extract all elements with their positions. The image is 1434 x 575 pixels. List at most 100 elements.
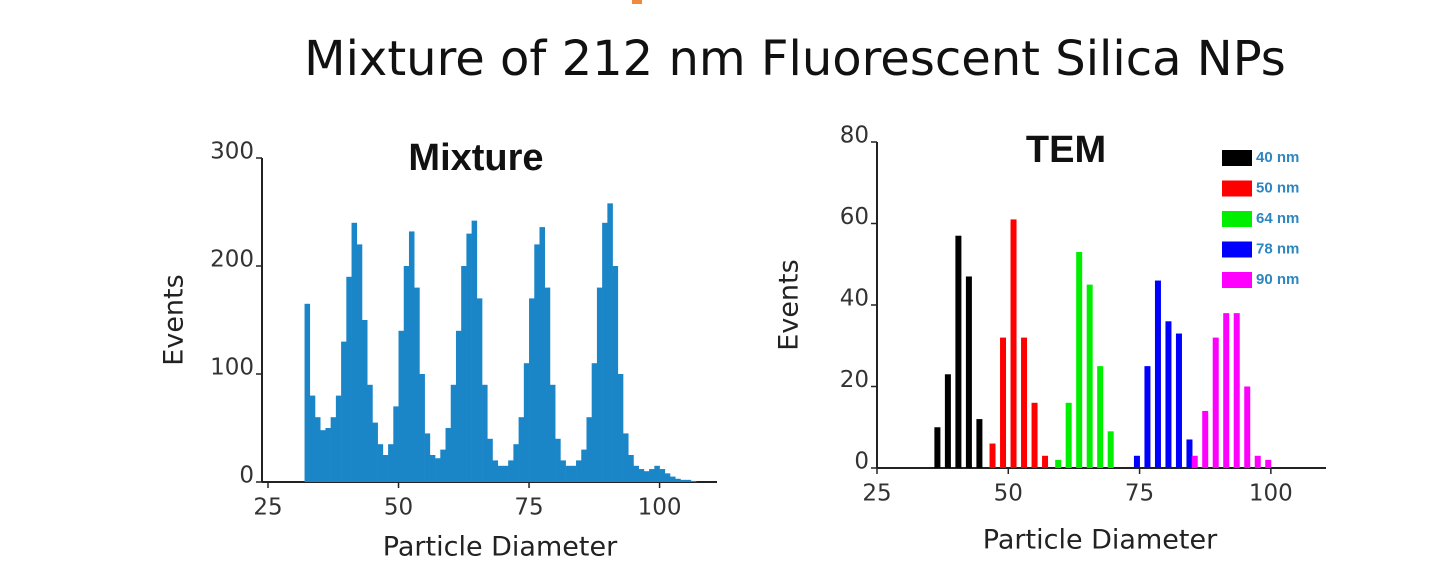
- histogram-bar: [549, 384, 556, 482]
- bar: [1055, 459, 1062, 468]
- bar: [934, 427, 941, 468]
- bar: [1097, 366, 1104, 468]
- histogram-bar: [325, 428, 331, 482]
- histogram-bar: [675, 478, 681, 482]
- histogram-bar: [680, 479, 686, 482]
- histogram-bar: [628, 455, 634, 482]
- histogram-bar: [518, 417, 525, 482]
- histogram-bar: [555, 438, 561, 482]
- y-tick-label: 60: [840, 204, 869, 230]
- histogram-bar: [455, 330, 462, 482]
- x-tick-label: 25: [253, 495, 282, 521]
- histogram-bar: [523, 363, 530, 482]
- bar: [1191, 455, 1198, 468]
- y-tick-label: 300: [210, 139, 254, 165]
- bar: [1010, 219, 1017, 468]
- bar: [944, 374, 951, 468]
- histogram-bar: [398, 330, 405, 482]
- bar: [1107, 431, 1114, 468]
- bar: [1186, 439, 1193, 468]
- histogram-bar: [612, 266, 619, 482]
- histogram-bar: [539, 227, 546, 482]
- bar: [1154, 280, 1161, 468]
- x-tick-label: 75: [514, 495, 543, 521]
- histogram-bar: [377, 444, 384, 482]
- histogram-bar: [591, 363, 598, 482]
- y-axis-label: Events: [159, 274, 190, 365]
- histogram-bar: [361, 320, 368, 482]
- histogram-bar: [670, 476, 676, 482]
- bar: [1076, 252, 1083, 468]
- bar: [1133, 455, 1140, 468]
- x-axis-label: Particle Diameter: [383, 532, 618, 563]
- bar: [1021, 337, 1028, 468]
- histogram-bar: [643, 471, 650, 482]
- legend-label: 50 nm: [1256, 179, 1299, 196]
- bar: [1042, 455, 1049, 468]
- histogram-bar: [633, 465, 639, 482]
- legend-label: 40 nm: [1256, 149, 1299, 166]
- bar: [1165, 321, 1172, 468]
- legend-label: 90 nm: [1256, 271, 1299, 288]
- bar: [1031, 402, 1038, 468]
- histogram-bar: [565, 465, 572, 482]
- histogram-bar: [638, 469, 645, 482]
- histogram-bar: [476, 298, 483, 482]
- histogram-bar: [690, 480, 697, 482]
- y-tick-label: 200: [210, 247, 254, 273]
- bar: [1086, 284, 1093, 468]
- x-tick-label: 25: [862, 481, 891, 507]
- histogram-bar: [461, 266, 467, 482]
- histogram-bar: [435, 458, 441, 482]
- histogram-bar: [581, 449, 587, 482]
- histogram-bar: [367, 384, 373, 482]
- legend-swatch: [1222, 241, 1252, 258]
- histogram-bar: [654, 465, 660, 482]
- histogram-bar: [320, 430, 326, 482]
- histogram-bar: [617, 374, 624, 482]
- histogram-bar: [335, 395, 342, 482]
- histogram-bar: [403, 266, 410, 482]
- histogram-bar: [309, 395, 316, 482]
- histogram-bar: [596, 287, 603, 482]
- y-tick-label: 80: [840, 123, 869, 149]
- histogram-bar: [445, 428, 452, 482]
- histogram-bar: [388, 444, 394, 482]
- histogram-bar: [466, 233, 472, 482]
- slide-title: Mixture of 212 nm Fluorescent Silica NPs: [304, 31, 1286, 87]
- histogram-bar: [414, 287, 420, 482]
- histogram-bar: [429, 455, 436, 482]
- bar: [1254, 455, 1261, 468]
- histogram-bar: [607, 203, 613, 483]
- bar: [1212, 337, 1219, 468]
- bar: [1000, 337, 1007, 468]
- legend-swatch: [1222, 150, 1252, 166]
- y-tick-label: 20: [840, 367, 869, 393]
- histogram-bar: [659, 469, 666, 482]
- histogram-bar: [508, 460, 514, 482]
- histogram-bar: [424, 433, 431, 482]
- histogram-bar: [534, 244, 540, 482]
- bar: [955, 235, 962, 468]
- histogram-bar: [346, 276, 352, 482]
- bar: [989, 443, 996, 468]
- decoration: [632, 0, 642, 4]
- histogram-bar: [623, 433, 629, 482]
- histogram-bar: [487, 438, 493, 482]
- bar: [1233, 313, 1240, 468]
- histogram-bar: [372, 422, 378, 482]
- bar: [1202, 410, 1209, 468]
- bar: [1244, 386, 1251, 468]
- histogram-bar: [529, 298, 535, 482]
- chart-title: Mixture: [408, 137, 543, 179]
- legend-label: 78 nm: [1256, 240, 1299, 257]
- bar: [1065, 402, 1072, 468]
- histogram-bar: [497, 465, 504, 482]
- histogram-bar: [502, 465, 509, 482]
- histogram-bar: [482, 384, 488, 482]
- histogram-bar: [382, 455, 389, 482]
- histogram-bar: [685, 479, 692, 482]
- y-tick-label: 0: [239, 463, 254, 489]
- histogram-bar: [408, 231, 415, 482]
